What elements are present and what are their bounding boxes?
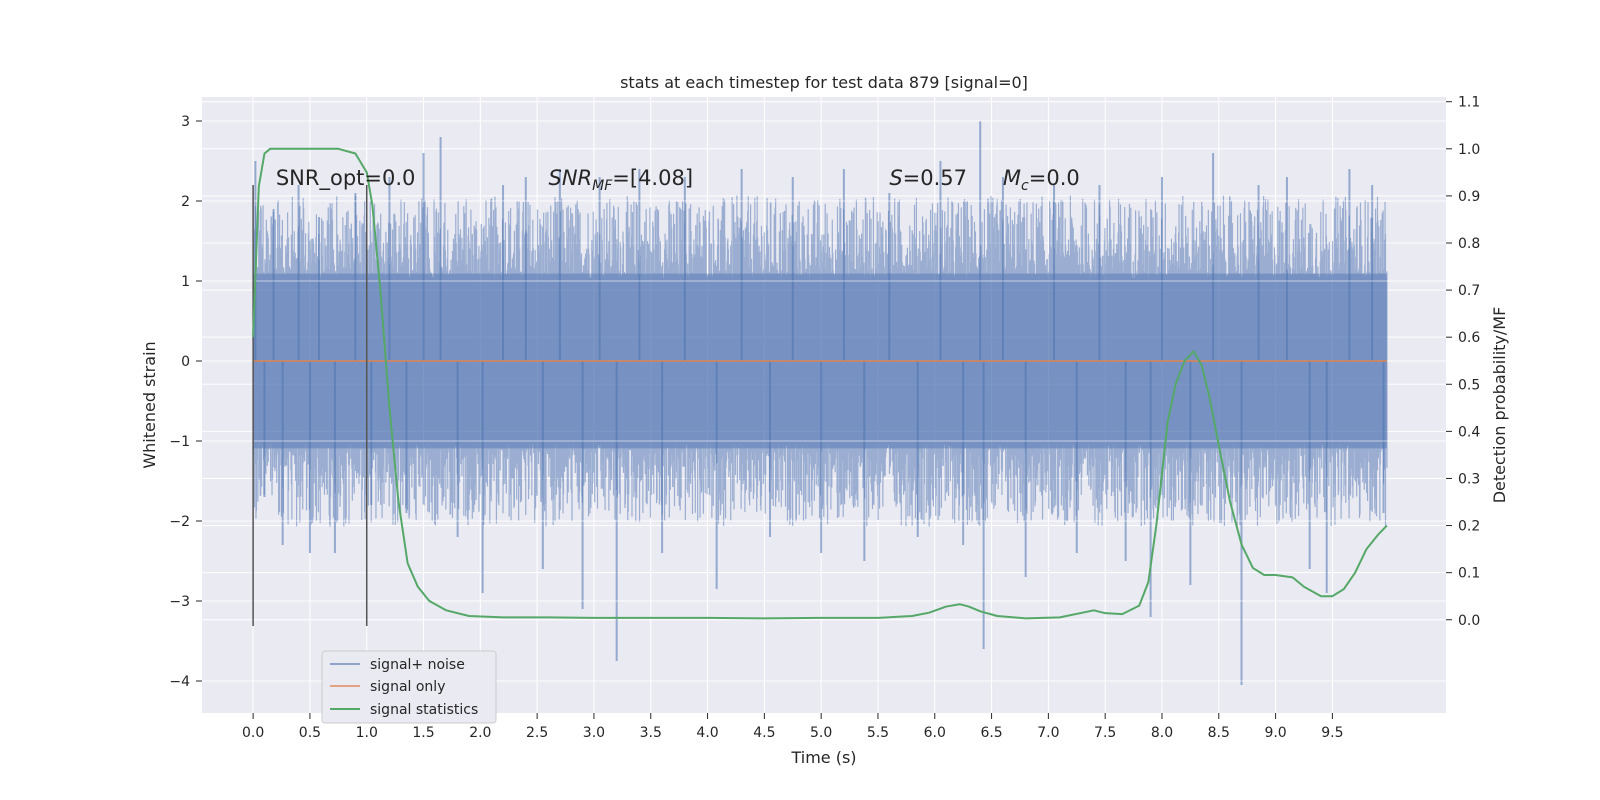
y2-tick-label: 0.9 (1458, 189, 1480, 205)
legend-label-signal: signal only (370, 679, 445, 695)
y-tick-label: 3 (181, 114, 190, 130)
y2-tick-label: 1.1 (1458, 95, 1480, 111)
x-tick-label: 3.5 (640, 725, 662, 741)
y-tick-label: 2 (181, 194, 190, 210)
y2-axis-label: Detection probability/MF (1490, 307, 1509, 504)
annotation: Mc=0.0 (1003, 166, 1080, 194)
y2-tick-label: 0.3 (1458, 471, 1480, 487)
x-tick-label: 6.0 (924, 725, 946, 741)
x-tick-label: 2.5 (526, 725, 548, 741)
y-tick-label: 0 (181, 354, 190, 370)
y-tick-label: 1 (181, 274, 190, 290)
x-tick-label: 4.5 (753, 725, 775, 741)
annotation: SNR_opt=0.0 (276, 166, 416, 191)
x-tick-label: 3.0 (583, 725, 605, 741)
x-tick-label: 1.5 (412, 725, 434, 741)
window-markers (252, 185, 368, 626)
x-tick-label: 8.0 (1151, 725, 1173, 741)
legend-box (321, 650, 497, 724)
y2-tick-label: 0.4 (1458, 424, 1480, 440)
x-tick-label: 2.0 (469, 725, 491, 741)
annotation: SNRMF=[4.08] (549, 166, 694, 194)
y-axis-ticks: −4 −3 −2 −1 0 1 2 3 (169, 114, 202, 690)
x-tick-label: 9.0 (1264, 725, 1286, 741)
x-tick-label: 4.0 (696, 725, 718, 741)
y2-tick-label: 0.0 (1458, 613, 1480, 629)
legend-label-stats: signal statistics (370, 702, 478, 718)
y2-tick-label: 1.0 (1458, 142, 1480, 158)
x-tick-label: 9.5 (1321, 725, 1343, 741)
y2-tick-label: 0.7 (1458, 283, 1480, 299)
legend-label-noise: signal+ noise (370, 657, 465, 673)
y-tick-label: −4 (169, 674, 190, 690)
annotation: S=0.57 (889, 166, 967, 190)
y2-tick-label: 0.2 (1458, 519, 1480, 535)
x-tick-label: 1.0 (356, 725, 378, 741)
x-tick-label: 7.5 (1094, 725, 1116, 741)
y2-tick-label: 0.8 (1458, 236, 1480, 252)
x-tick-label: 0.5 (299, 725, 321, 741)
x-tick-label: 7.0 (1037, 725, 1059, 741)
y-tick-label: −3 (169, 594, 190, 610)
x-tick-label: 5.0 (810, 725, 832, 741)
legend: signal+ noise signal only signal statist… (321, 650, 497, 724)
y2-tick-label: 0.6 (1458, 330, 1480, 346)
y-tick-label: −1 (169, 434, 190, 450)
x-tick-label: 0.0 (242, 725, 264, 741)
y2-tick-label: 0.1 (1458, 566, 1480, 582)
x-tick-label: 8.5 (1208, 725, 1230, 741)
y2-tick-label: 0.5 (1458, 377, 1480, 393)
chart-title: stats at each timestep for test data 879… (620, 73, 1028, 92)
y2-axis-ticks: 0.0 0.1 0.2 0.3 0.4 0.5 0.6 0.7 0.8 0.9 1.0 1.1 (1446, 95, 1480, 629)
x-tick-label: 5.5 (867, 725, 889, 741)
stats-line (252, 147, 1388, 620)
x-axis-label: Time (s) (790, 748, 856, 767)
x-tick-label: 6.5 (980, 725, 1002, 741)
signal-statistics-series (252, 147, 1388, 620)
y-tick-label: −2 (169, 514, 190, 530)
x-axis-ticks: 0.0 0.5 1.0 1.5 2.0 2.5 3.0 3.5 4.0 4.5 5.0 5.5 6.0 6… (242, 713, 1344, 741)
annotations: SNR_opt=0.0 SNRMF=[4.08] S=0.57 Mc=0.0 (276, 166, 1080, 194)
y-axis-label: Whitened strain (140, 341, 159, 468)
